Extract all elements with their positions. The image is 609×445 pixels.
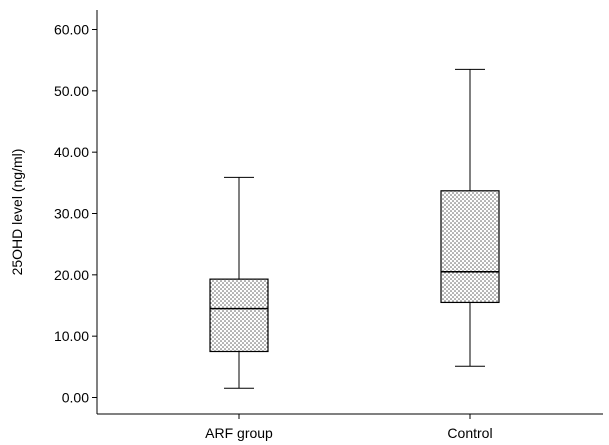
- y-axis-title: 25OHD level (ng/ml): [9, 149, 25, 276]
- x-category-label: ARF group: [205, 425, 273, 441]
- y-tick-label: 20.00: [54, 267, 89, 283]
- y-tick-label: 30.00: [54, 206, 89, 222]
- y-tick-label: 60.00: [54, 22, 89, 38]
- box-iqr: [440, 190, 500, 304]
- y-tick-label: 10.00: [54, 328, 89, 344]
- y-tick-label: 50.00: [54, 83, 89, 99]
- y-tick-label: 0.00: [62, 390, 89, 406]
- box-1: [440, 68, 500, 367]
- box-0: [209, 176, 269, 389]
- box-iqr: [209, 278, 269, 353]
- y-tick-label: 40.00: [54, 144, 89, 160]
- x-category-label: Control: [447, 425, 492, 441]
